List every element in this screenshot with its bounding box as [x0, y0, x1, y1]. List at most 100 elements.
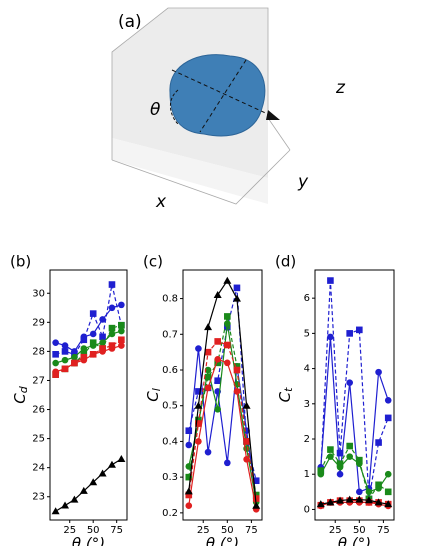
angle-label: θ: [150, 100, 161, 120]
marker: [327, 277, 334, 284]
marker: [70, 495, 79, 503]
y-axis-label-sub: t: [282, 387, 295, 392]
marker: [71, 353, 78, 361]
marker: [224, 459, 231, 467]
y-tick-label: 27: [32, 375, 45, 386]
y-tick-label: 0: [304, 504, 310, 515]
box-edge: [111, 149, 291, 205]
marker: [336, 460, 344, 467]
marker: [89, 310, 97, 317]
marker: [52, 371, 59, 378]
marker: [51, 507, 60, 515]
marker: [327, 446, 334, 453]
marker: [118, 327, 125, 335]
marker: [80, 353, 88, 361]
series-line: [188, 340, 257, 499]
marker: [89, 330, 97, 338]
y-tick-label: 0.3: [162, 472, 178, 483]
marker: [384, 470, 392, 478]
series-line: [320, 336, 389, 493]
marker: [243, 438, 250, 445]
axis-line: [171, 69, 273, 117]
box-edge: [111, 7, 269, 160]
y-tick-label: 28: [32, 346, 45, 357]
y-axis-label-main: C: [144, 391, 162, 402]
x-axis-label: θ (°): [338, 535, 371, 546]
marker: [118, 336, 125, 344]
marker: [99, 316, 106, 323]
x-tick-label: 25: [63, 525, 76, 536]
marker: [61, 348, 69, 355]
marker: [375, 368, 382, 376]
y-tick-label: 24: [32, 463, 45, 474]
y-axis-label: Cl: [144, 388, 164, 402]
x-tick-label: 50: [221, 525, 234, 536]
marker: [356, 326, 363, 334]
marker: [327, 333, 334, 341]
marker: [118, 321, 125, 329]
series-line: [188, 279, 257, 506]
marker: [89, 351, 97, 358]
x-tick-label: 25: [197, 525, 210, 536]
x-tick-label: 75: [377, 525, 390, 536]
marker: [204, 373, 212, 381]
marker: [233, 363, 241, 370]
y-tick-label: 5: [304, 328, 310, 339]
marker: [71, 359, 78, 367]
y-tick-label: 3: [304, 399, 310, 410]
marker: [384, 488, 392, 496]
marker: [214, 377, 221, 385]
marker: [185, 441, 193, 449]
marker: [374, 498, 383, 506]
marker: [61, 356, 69, 364]
marker: [233, 366, 241, 374]
series-line: [55, 324, 122, 376]
marker: [317, 467, 325, 475]
marker: [355, 495, 364, 503]
marker: [346, 453, 353, 460]
panel-label: (a): [118, 12, 142, 32]
y-tick-label: 1: [304, 469, 310, 480]
y-tick-label: 0.8: [162, 294, 178, 305]
y-axis-label-sub: l: [150, 388, 163, 391]
panel-label: (b): [10, 253, 31, 271]
marker: [224, 341, 231, 349]
marker: [99, 345, 106, 352]
marker: [204, 384, 212, 392]
marker: [185, 502, 193, 510]
x-tick-label: 25: [329, 525, 342, 536]
marker: [204, 448, 212, 456]
marker: [184, 487, 193, 495]
marker: [356, 456, 363, 464]
marker: [375, 439, 382, 446]
marker: [107, 460, 116, 468]
y-tick-label: 0.5: [162, 401, 178, 412]
y-tick-label: 0.4: [162, 436, 178, 447]
marker: [185, 473, 193, 481]
marker: [214, 359, 221, 367]
x-tick-label: 75: [110, 525, 123, 536]
marker: [108, 324, 116, 332]
marker: [61, 342, 69, 349]
y-axis-label-main: C: [11, 393, 29, 404]
marker: [195, 420, 202, 427]
marker: [194, 401, 203, 409]
series-line: [320, 500, 389, 506]
marker: [364, 496, 373, 504]
x-tick-label: 75: [245, 525, 258, 536]
marker: [118, 301, 125, 309]
marker: [52, 359, 59, 367]
marker: [195, 416, 202, 424]
marker: [223, 276, 232, 284]
marker: [185, 427, 193, 435]
marker: [79, 486, 88, 494]
marker: [336, 470, 344, 478]
y-tick-label: 29: [32, 317, 45, 328]
y-tick-label: 23: [32, 492, 45, 503]
marker: [346, 379, 353, 386]
plot-frame: [182, 269, 263, 521]
marker: [108, 330, 116, 338]
marker: [185, 491, 193, 499]
y-tick-label: 6: [304, 293, 310, 304]
